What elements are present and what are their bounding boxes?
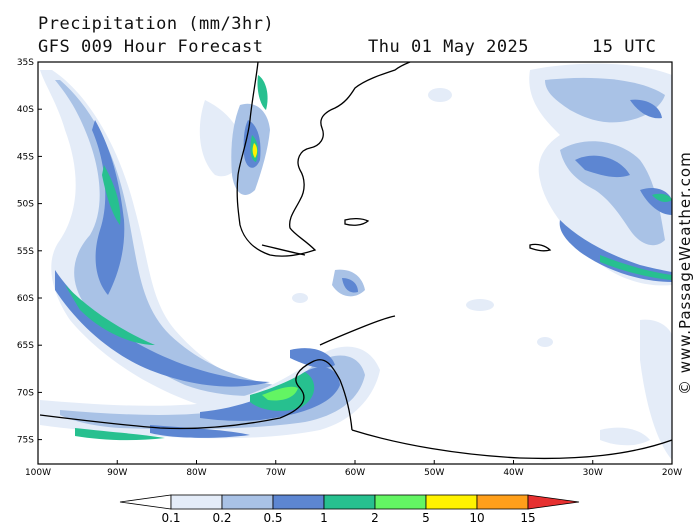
watermark: © www.PassageWeather.com bbox=[676, 151, 694, 395]
lat-label-55S: 55S bbox=[17, 247, 34, 257]
lat-label-70S: 70S bbox=[17, 388, 34, 398]
map-title: Precipitation (mm/3hr) bbox=[38, 14, 275, 34]
lon-label-100W: 100W bbox=[25, 468, 51, 478]
falklands bbox=[344, 217, 370, 226]
legend-high-arrow bbox=[527, 494, 580, 510]
legend-swatch bbox=[425, 494, 478, 510]
longitude-labels: 100W 90W 80W 70W 60W 50W 40W 30W 20W bbox=[25, 460, 682, 478]
forecast-subtitle: GFS 009 Hour Forecast bbox=[38, 37, 264, 57]
legend-label-0.5: 0.5 bbox=[263, 511, 282, 525]
legend-label-2: 2 bbox=[371, 511, 379, 525]
pacific-frontal-band bbox=[40, 70, 320, 415]
lat-label-45S: 45S bbox=[17, 152, 34, 162]
atlantic-cyclone-precip bbox=[529, 63, 672, 460]
south-america-coast bbox=[236, 62, 411, 257]
weddell-coast bbox=[351, 429, 672, 460]
lon-label-50W: 50W bbox=[424, 468, 444, 478]
lon-label-30W: 30W bbox=[583, 468, 603, 478]
lat-label-35S: 35S bbox=[17, 58, 34, 68]
lon-label-80W: 80W bbox=[186, 468, 206, 478]
antarctic-peninsula bbox=[39, 359, 353, 431]
lat-label-40S: 40S bbox=[17, 105, 34, 115]
south-shetlands bbox=[319, 315, 396, 346]
legend-swatch bbox=[323, 494, 376, 510]
lat-label-65S: 65S bbox=[17, 341, 34, 351]
lon-label-60W: 60W bbox=[345, 468, 365, 478]
lon-label-20W: 20W bbox=[662, 468, 682, 478]
legend-swatch bbox=[272, 494, 325, 510]
scotia-precip bbox=[292, 88, 553, 347]
lon-label-40W: 40W bbox=[503, 468, 523, 478]
forecast-time: 15 UTC bbox=[592, 37, 657, 57]
legend-label-10: 10 bbox=[469, 511, 484, 525]
legend-swatch bbox=[221, 494, 274, 510]
legend-swatch bbox=[170, 494, 223, 510]
legend-low-arrow bbox=[119, 494, 172, 510]
legend-label-15: 15 bbox=[520, 511, 535, 525]
legend-label-1: 1 bbox=[320, 511, 328, 525]
precipitation-legend: 0.1 0.2 0.5 1 2 5 10 15 bbox=[119, 494, 580, 525]
legend-swatch bbox=[374, 494, 427, 510]
legend-label-0.1: 0.1 bbox=[161, 511, 180, 525]
antarctic-precip-band bbox=[40, 346, 380, 441]
lon-label-70W: 70W bbox=[266, 468, 286, 478]
legend-label-0.2: 0.2 bbox=[212, 511, 231, 525]
legend-swatch bbox=[476, 494, 529, 510]
tierra-del-fuego bbox=[261, 244, 306, 256]
lat-label-60S: 60S bbox=[17, 294, 34, 304]
south-georgia bbox=[529, 243, 552, 252]
legend-label-5: 5 bbox=[422, 511, 430, 525]
lat-label-50S: 50S bbox=[17, 200, 34, 210]
coastlines bbox=[39, 62, 672, 460]
precipitation-field bbox=[40, 63, 672, 460]
lon-label-90W: 90W bbox=[107, 468, 127, 478]
latitude-labels: 35S 40S 45S 50S 55S 60S 65S 70S 75S bbox=[17, 58, 42, 446]
forecast-date: Thu 01 May 2025 bbox=[368, 37, 530, 57]
lat-label-75S: 75S bbox=[17, 436, 34, 446]
patagonia-precip bbox=[199, 75, 270, 195]
